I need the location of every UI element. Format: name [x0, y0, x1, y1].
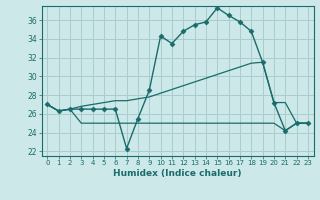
X-axis label: Humidex (Indice chaleur): Humidex (Indice chaleur): [113, 169, 242, 178]
